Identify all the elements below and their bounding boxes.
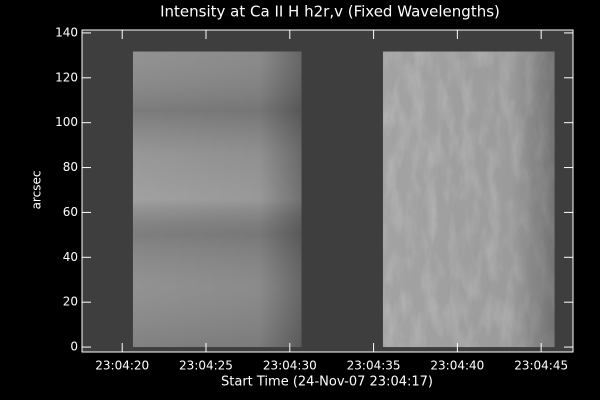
x-tick-label: 23:04:45 — [514, 359, 568, 373]
y-tick-label: 100 — [55, 115, 78, 129]
y-tick-label: 20 — [63, 295, 78, 309]
y-tick-label: 120 — [55, 70, 78, 84]
x-tick-label: 23:04:30 — [263, 359, 317, 373]
y-tick-label: 140 — [55, 25, 78, 39]
y-tick-label: 0 — [70, 340, 78, 354]
plot-frame — [81, 29, 574, 353]
x-tick-label: 23:04:35 — [347, 359, 401, 373]
y-axis-label: arcsec — [30, 171, 44, 210]
chart-title: Intensity at Ca II H h2r,v (Fixed Wavele… — [160, 3, 500, 21]
y-tick-label: 60 — [63, 205, 78, 219]
x-tick-label: 23:04:20 — [95, 359, 149, 373]
region-shade — [132, 51, 302, 348]
x-tick-label: 23:04:40 — [430, 359, 484, 373]
x-tick-label: 23:04:25 — [179, 359, 233, 373]
region-shade — [382, 51, 555, 348]
y-tick-label: 80 — [63, 160, 78, 174]
y-tick-label: 40 — [63, 250, 78, 264]
x-axis-label: Start Time (24-Nov-07 23:04:17) — [221, 375, 433, 390]
